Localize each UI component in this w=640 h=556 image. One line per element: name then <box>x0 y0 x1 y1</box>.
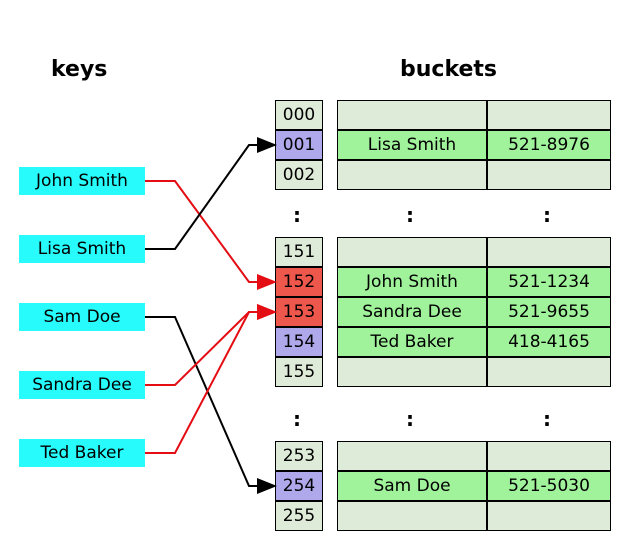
bucket-entry-name: Sam Doe <box>337 471 487 501</box>
ellipsis-dots: : <box>543 409 551 429</box>
bucket-index: 000 <box>275 100 323 130</box>
ellipsis-dots: : <box>406 409 414 429</box>
bucket-entry-name <box>337 237 487 267</box>
bucket-entry-name <box>337 501 487 531</box>
bucket-entry-name <box>337 441 487 471</box>
key-box: John Smith <box>19 167 145 195</box>
bucket-entry-phone: 418-4165 <box>487 327 611 357</box>
bucket-entry-phone: 521-1234 <box>487 267 611 297</box>
bucket-entry-name <box>337 357 487 387</box>
bucket-entry-phone <box>487 160 611 190</box>
key-box: Sam Doe <box>19 303 145 331</box>
hash-arrow <box>145 312 273 385</box>
hash-arrow <box>145 145 273 249</box>
bucket-entry-name: John Smith <box>337 267 487 297</box>
bucket-index: 152 <box>275 267 323 297</box>
bucket-entry-name: Sandra Dee <box>337 297 487 327</box>
bucket-entry-name: Ted Baker <box>337 327 487 357</box>
bucket-entry-phone <box>487 357 611 387</box>
header-keys: keys <box>51 57 107 82</box>
hash-arrow <box>145 312 273 453</box>
key-box: Lisa Smith <box>19 235 145 263</box>
ellipsis-dots: : <box>293 205 301 225</box>
ellipsis-dots: : <box>293 409 301 429</box>
bucket-index: 002 <box>275 160 323 190</box>
bucket-index: 155 <box>275 357 323 387</box>
bucket-entry-phone <box>487 501 611 531</box>
ellipsis-dots: : <box>406 205 414 225</box>
bucket-entry-phone: 521-8976 <box>487 130 611 160</box>
bucket-index: 151 <box>275 237 323 267</box>
hash-arrow <box>145 317 273 486</box>
key-box: Ted Baker <box>19 439 145 467</box>
hash-arrow <box>145 181 273 282</box>
bucket-entry-name: Lisa Smith <box>337 130 487 160</box>
bucket-entry-phone: 521-5030 <box>487 471 611 501</box>
bucket-index: 001 <box>275 130 323 160</box>
ellipsis-dots: : <box>543 205 551 225</box>
header-buckets: buckets <box>400 57 497 82</box>
bucket-entry-name <box>337 100 487 130</box>
bucket-entry-phone <box>487 237 611 267</box>
bucket-index: 153 <box>275 297 323 327</box>
bucket-entry-phone: 521-9655 <box>487 297 611 327</box>
bucket-index: 255 <box>275 501 323 531</box>
bucket-entry-phone <box>487 100 611 130</box>
bucket-entry-name <box>337 160 487 190</box>
bucket-index: 254 <box>275 471 323 501</box>
bucket-index: 253 <box>275 441 323 471</box>
bucket-index: 154 <box>275 327 323 357</box>
bucket-entry-phone <box>487 441 611 471</box>
key-box: Sandra Dee <box>19 371 145 399</box>
